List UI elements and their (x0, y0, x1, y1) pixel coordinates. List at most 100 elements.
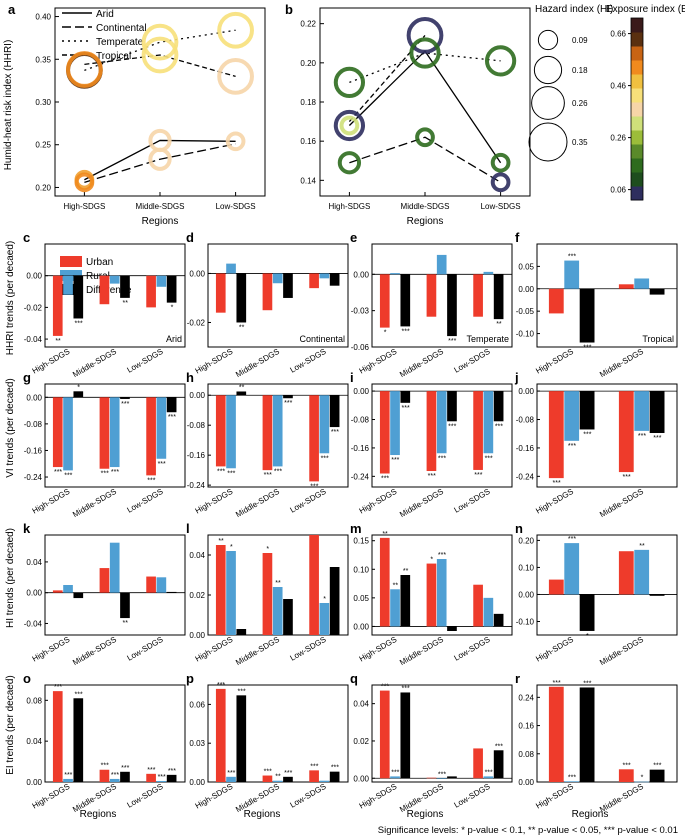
ytick-label-i-3: 0.00 (353, 387, 369, 396)
panel-label-j: j (514, 370, 519, 385)
bar-q-rural-2 (483, 776, 494, 779)
panel-h-marks: h-0.24-0.16-0.080.00*** *****High-SDGS***… (186, 370, 349, 519)
bar-r-difference-0 (579, 687, 595, 782)
ytick-label-m-0: 0.00 (353, 622, 369, 631)
hazard-legend-title: Hazard index (HI) (535, 4, 613, 15)
sig-o-urban-2: *** (147, 767, 155, 774)
colorbar-tick-label-1: 0.26 (610, 134, 626, 143)
bar-l-urban-0 (215, 545, 226, 635)
ytick-label-l-2: 0.04 (189, 551, 205, 560)
sig-h-rural-1: *** (274, 468, 282, 475)
significance-note: Significance levels: * p-value < 0.1, **… (378, 825, 678, 836)
sig-p-difference-0: *** (238, 688, 246, 695)
panel-k-frame (44, 534, 186, 636)
bar-d-rural-1 (272, 273, 283, 284)
bar-e-urban-1 (426, 274, 437, 317)
sig-g-rural-1: *** (111, 469, 119, 476)
panel-c-marks: c-0.04-0.020.00*****High-SDGS**Middle-SD… (23, 230, 186, 379)
colorbar-tick-label-0: 0.06 (610, 186, 626, 195)
sig-o-difference-0: *** (75, 691, 83, 698)
sig-h-urban-2: *** (310, 483, 318, 490)
ytick-label-n-3: 0.20 (518, 536, 534, 545)
xtick-label-b-1: Middle-SDGS (401, 202, 450, 211)
bar-l-difference-0 (236, 629, 247, 635)
bar-e-difference-1 (447, 274, 457, 337)
xtick-label-k-0: High-SDGS (31, 635, 72, 664)
bar-h-rural-2 (319, 395, 330, 454)
exposure-colorbar-title: Exposure index (EI) (606, 4, 685, 15)
panel-n-frame (536, 534, 678, 636)
sig-h-rural-2: *** (321, 455, 329, 462)
xlabel-p: Regions (244, 809, 281, 820)
ytick-label-m-1: 0.05 (353, 594, 369, 603)
bar-m-rural-0 (390, 589, 400, 627)
bar-g-difference-0 (73, 391, 84, 398)
bar-k-difference-1 (120, 592, 130, 619)
xtick-label-b-2: Low-SDGS (481, 202, 521, 211)
bar-m-difference-0 (400, 575, 411, 627)
bar-p-rural-0 (226, 776, 236, 782)
bubble-a-9 (217, 11, 254, 49)
bar-r-rural-1 (634, 781, 650, 783)
bar-h-rural-0 (226, 395, 236, 469)
sig-p-difference-1: *** (284, 770, 292, 777)
bar-l-rural-1 (272, 587, 283, 635)
ytick-label-n-1: 0.00 (518, 590, 534, 599)
sig-m-rural-1: *** (438, 552, 446, 559)
panel-e-marks: e-0.06-0.030.00* ***High-SDGS***Middle-SD… (350, 230, 513, 379)
bar-h-difference-1 (283, 395, 293, 399)
sig-h-difference-2: *** (331, 429, 339, 436)
bar-i-difference-1 (447, 391, 457, 422)
hazard-legend-circle-3 (528, 122, 568, 162)
bar-j-rural-0 (564, 391, 580, 441)
bar-n-urban-1 (618, 551, 634, 595)
sig-j-urban-0: *** (553, 480, 561, 487)
row-ylabel-vi: VI trends (per decaed) (5, 378, 16, 478)
sig-q-rural-0: *** (391, 769, 399, 776)
bar-c-difference-2 (166, 275, 177, 303)
colorbar-segment-4 (631, 130, 643, 145)
legend-label-urban: Urban (86, 257, 113, 268)
exposure-index-colorbar: Exposure index (EI) (606, 4, 685, 15)
bar-p-urban-0 (215, 688, 226, 782)
panel-m-frame (371, 534, 513, 636)
xtick-label-m-0: High-SDGS (358, 635, 399, 664)
colorbar-segment-12 (631, 18, 643, 33)
bar-m-urban-0 (379, 537, 390, 627)
sig-p-rural-0: *** (227, 770, 235, 777)
sig-h-urban-0: *** (217, 468, 225, 475)
sig-q-rural-2: *** (485, 769, 493, 776)
sig-g-urban-0: *** (54, 469, 62, 476)
panel-f-marks: f -0.10 -0.05 0.00 0.05 *** *** High-SDGS Middle… (515, 230, 678, 379)
hazard-legend-label-3: 0.35 (572, 138, 588, 147)
bar-d-rural-2 (319, 273, 330, 279)
sig-n-difference-0: * (586, 633, 589, 640)
bar-o-rural-2 (156, 780, 167, 782)
panel-label-f: f (515, 230, 520, 245)
bar-i-urban-2 (473, 391, 483, 470)
ytick-label-j-2: -0.08 (516, 416, 535, 425)
bar-h-urban-2 (309, 395, 319, 482)
ytick-label-f-0: -0.10 (516, 330, 535, 339)
legend-swatch-urban (60, 256, 82, 267)
ytick-label-a-2: 0.30 (35, 98, 51, 107)
sig-o-difference-1: *** (121, 765, 129, 772)
sig-l-urban-0: ** (218, 538, 224, 545)
bar-i-rural-1 (436, 391, 447, 454)
xtick-label-g-0: High-SDGS (31, 487, 72, 516)
sig-l-urban-1: * (266, 546, 269, 553)
panel-e-frame (371, 243, 513, 348)
bar-m-rural-1 (436, 559, 447, 627)
sig-e-difference-1: *** (448, 338, 456, 345)
bubble-a-5 (148, 147, 172, 171)
panel-label-o: o (23, 671, 31, 686)
sig-r-difference-1: *** (653, 763, 661, 770)
sig-r-difference-0: *** (583, 680, 591, 687)
bar-n-difference-1 (649, 594, 665, 596)
bubble-a-7 (141, 36, 179, 74)
bar-r-urban-0 (548, 686, 564, 782)
panel-label-q: q (350, 671, 358, 686)
bar-c-urban-0 (52, 275, 63, 336)
sig-e-difference-2: ** (496, 321, 502, 328)
bar-q-difference-0 (400, 692, 411, 779)
